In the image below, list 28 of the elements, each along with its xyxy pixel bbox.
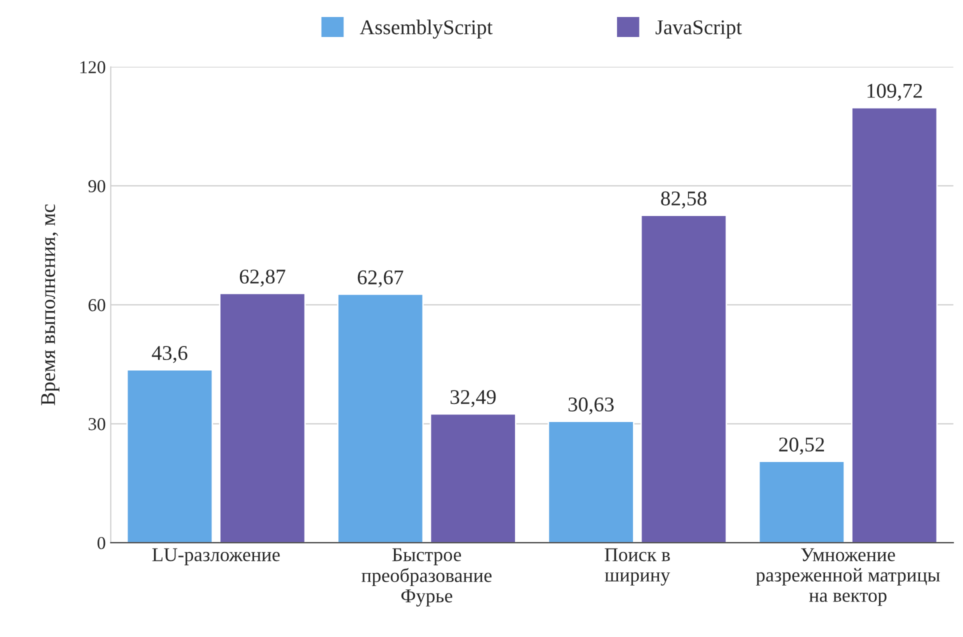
y-tick-label: 30 bbox=[88, 418, 106, 430]
data-label: 62,67 bbox=[358, 270, 404, 288]
bar bbox=[758, 460, 846, 543]
x-tick-label: Поиск в ширину bbox=[604, 548, 670, 586]
x-tick-label: LU-разложение bbox=[152, 548, 280, 566]
x-tick-label: Быстрое преобразование Фурье bbox=[362, 548, 492, 606]
bar bbox=[126, 369, 214, 543]
data-label: 62,87 bbox=[240, 270, 286, 287]
data-label: 32,49 bbox=[450, 390, 496, 408]
bar bbox=[337, 294, 424, 543]
y-tick-label: 90 bbox=[88, 180, 106, 192]
x-tick-label: Умножение разреженной матрицы на вектор bbox=[756, 548, 940, 606]
legend-label: AssemblyScript bbox=[360, 20, 493, 39]
bar bbox=[548, 420, 634, 543]
bar bbox=[851, 106, 938, 543]
legend-label: JavaScript bbox=[656, 20, 742, 39]
data-label: 30,63 bbox=[568, 397, 614, 414]
data-label: 43,6 bbox=[152, 346, 188, 364]
bar bbox=[640, 214, 728, 543]
data-label: 82,58 bbox=[661, 191, 706, 208]
data-label: 20,52 bbox=[779, 438, 824, 455]
y-tick-label: 60 bbox=[88, 299, 106, 312]
y-tick-label: 0 bbox=[98, 536, 106, 550]
bar bbox=[430, 413, 516, 543]
bar bbox=[219, 292, 306, 543]
y-tick-label: 120 bbox=[80, 61, 106, 74]
data-label: 109,72 bbox=[868, 84, 922, 101]
y-axis-title: Время выполнения, мс bbox=[41, 204, 60, 406]
